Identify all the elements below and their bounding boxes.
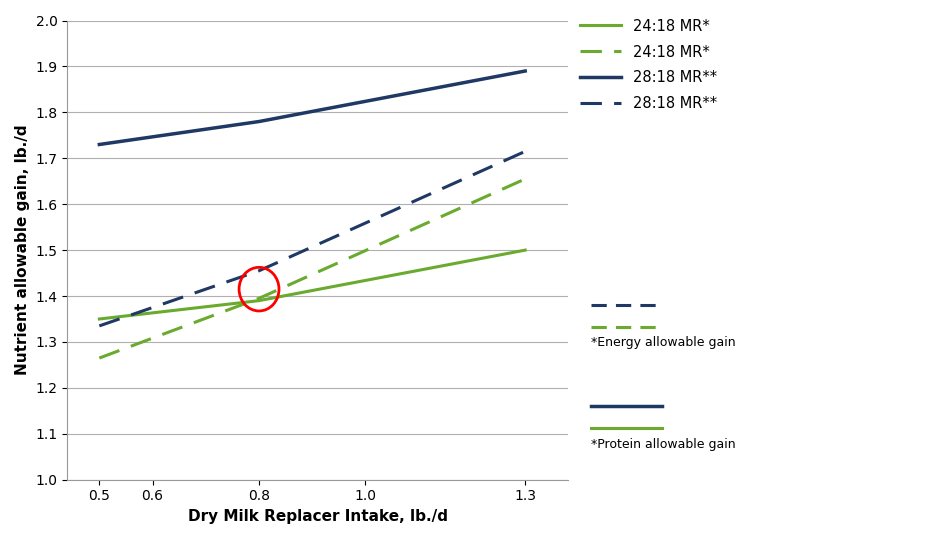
Text: *Protein allowable gain: *Protein allowable gain (591, 438, 736, 451)
X-axis label: Dry Milk Replacer Intake, lb./d: Dry Milk Replacer Intake, lb./d (187, 509, 448, 524)
Text: *Energy allowable gain: *Energy allowable gain (591, 336, 736, 349)
Legend: 24:18 MR*, 24:18 MR*, 28:18 MR**, 28:18 MR**: 24:18 MR*, 24:18 MR*, 28:18 MR**, 28:18 … (580, 19, 717, 112)
Y-axis label: Nutrient allowable gain, lb./d: Nutrient allowable gain, lb./d (15, 125, 30, 376)
